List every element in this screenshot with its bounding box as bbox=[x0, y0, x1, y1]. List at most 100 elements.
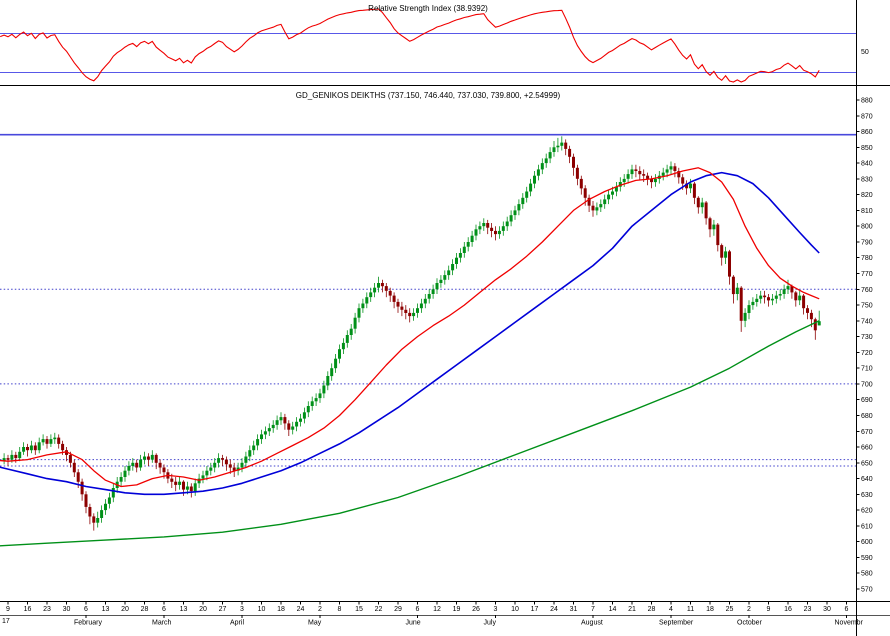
candle bbox=[404, 309, 408, 313]
price-tick-label: 680 bbox=[861, 413, 873, 420]
candle bbox=[611, 191, 614, 195]
candle bbox=[630, 169, 634, 175]
price-tick-label: 740 bbox=[861, 318, 873, 325]
candle bbox=[361, 303, 365, 309]
candle bbox=[236, 467, 240, 471]
candle bbox=[326, 376, 330, 386]
candle bbox=[377, 283, 380, 288]
week-tick-label: 10 bbox=[511, 606, 519, 613]
candle bbox=[650, 178, 653, 183]
candle bbox=[529, 183, 533, 192]
candle bbox=[455, 257, 458, 264]
candle bbox=[37, 442, 41, 451]
candle bbox=[763, 295, 767, 298]
candle bbox=[306, 406, 310, 413]
candle bbox=[638, 171, 642, 175]
candle bbox=[170, 478, 174, 482]
candle bbox=[466, 242, 470, 247]
candle bbox=[127, 466, 131, 471]
candle bbox=[45, 439, 49, 444]
candle bbox=[224, 459, 228, 465]
candle bbox=[462, 246, 466, 253]
candle bbox=[716, 224, 720, 246]
candle bbox=[92, 516, 96, 523]
candle bbox=[57, 437, 61, 444]
week-tick-label: 30 bbox=[823, 606, 831, 613]
candle bbox=[279, 417, 283, 421]
candle bbox=[178, 481, 182, 485]
candle bbox=[813, 319, 817, 331]
candle bbox=[517, 204, 521, 211]
month-label: April bbox=[230, 620, 244, 627]
candle bbox=[408, 312, 412, 317]
candle bbox=[84, 494, 88, 507]
candle bbox=[774, 295, 778, 299]
price-tick-label: 880 bbox=[861, 98, 873, 105]
candle bbox=[88, 507, 92, 517]
candle bbox=[123, 470, 127, 477]
price-tick-label: 750 bbox=[861, 303, 873, 310]
candle bbox=[673, 166, 677, 171]
candle bbox=[653, 178, 657, 183]
candle bbox=[2, 458, 6, 462]
candlestick-series bbox=[2, 136, 821, 531]
candle bbox=[193, 483, 197, 492]
candle bbox=[287, 423, 291, 430]
candle bbox=[525, 191, 529, 198]
candle bbox=[692, 183, 696, 198]
price-tick-label: 570 bbox=[861, 587, 873, 594]
week-tick-label: 30 bbox=[63, 606, 71, 613]
candle bbox=[365, 297, 369, 304]
candle bbox=[295, 421, 299, 427]
candle bbox=[174, 481, 178, 485]
month-label: September bbox=[659, 620, 694, 627]
candle bbox=[677, 171, 681, 178]
candle bbox=[189, 486, 193, 492]
candle bbox=[759, 295, 763, 299]
candle bbox=[735, 287, 739, 294]
candle bbox=[809, 312, 813, 320]
candle bbox=[201, 475, 205, 479]
candle bbox=[548, 152, 552, 159]
moving-averages bbox=[0, 167, 820, 547]
candle bbox=[700, 202, 704, 208]
price-tick-label: 670 bbox=[861, 429, 873, 436]
candle bbox=[704, 202, 708, 219]
candle bbox=[731, 276, 735, 295]
candle bbox=[739, 287, 743, 321]
price-tick-label: 600 bbox=[861, 539, 873, 546]
candle bbox=[568, 148, 572, 157]
candle bbox=[197, 478, 201, 484]
candle bbox=[104, 503, 107, 511]
price-levels bbox=[0, 133, 856, 467]
candle bbox=[146, 456, 150, 460]
candle bbox=[439, 279, 443, 283]
candle bbox=[634, 169, 638, 171]
candle bbox=[150, 454, 154, 460]
week-tick-label: 18 bbox=[277, 606, 285, 613]
week-tick-label: 21 bbox=[628, 606, 636, 613]
price-tick-label: 810 bbox=[861, 208, 873, 215]
candle bbox=[743, 312, 747, 321]
candle bbox=[373, 287, 377, 293]
candle bbox=[396, 301, 400, 307]
candle bbox=[256, 439, 260, 446]
candle bbox=[786, 286, 790, 290]
candle bbox=[33, 445, 37, 451]
candle bbox=[497, 230, 501, 235]
candle bbox=[767, 297, 770, 301]
week-tick-label: 23 bbox=[43, 606, 51, 613]
candle bbox=[131, 462, 135, 466]
candle bbox=[782, 289, 786, 294]
candle bbox=[283, 417, 287, 424]
week-tick-label: 8 bbox=[338, 606, 342, 613]
candle bbox=[720, 245, 724, 258]
price-tick-label: 720 bbox=[861, 350, 873, 357]
candle bbox=[384, 286, 388, 291]
candle bbox=[209, 467, 213, 471]
candle bbox=[154, 454, 158, 463]
week-tick-label: 6 bbox=[162, 606, 166, 613]
candle bbox=[158, 462, 162, 468]
candle bbox=[747, 305, 751, 313]
